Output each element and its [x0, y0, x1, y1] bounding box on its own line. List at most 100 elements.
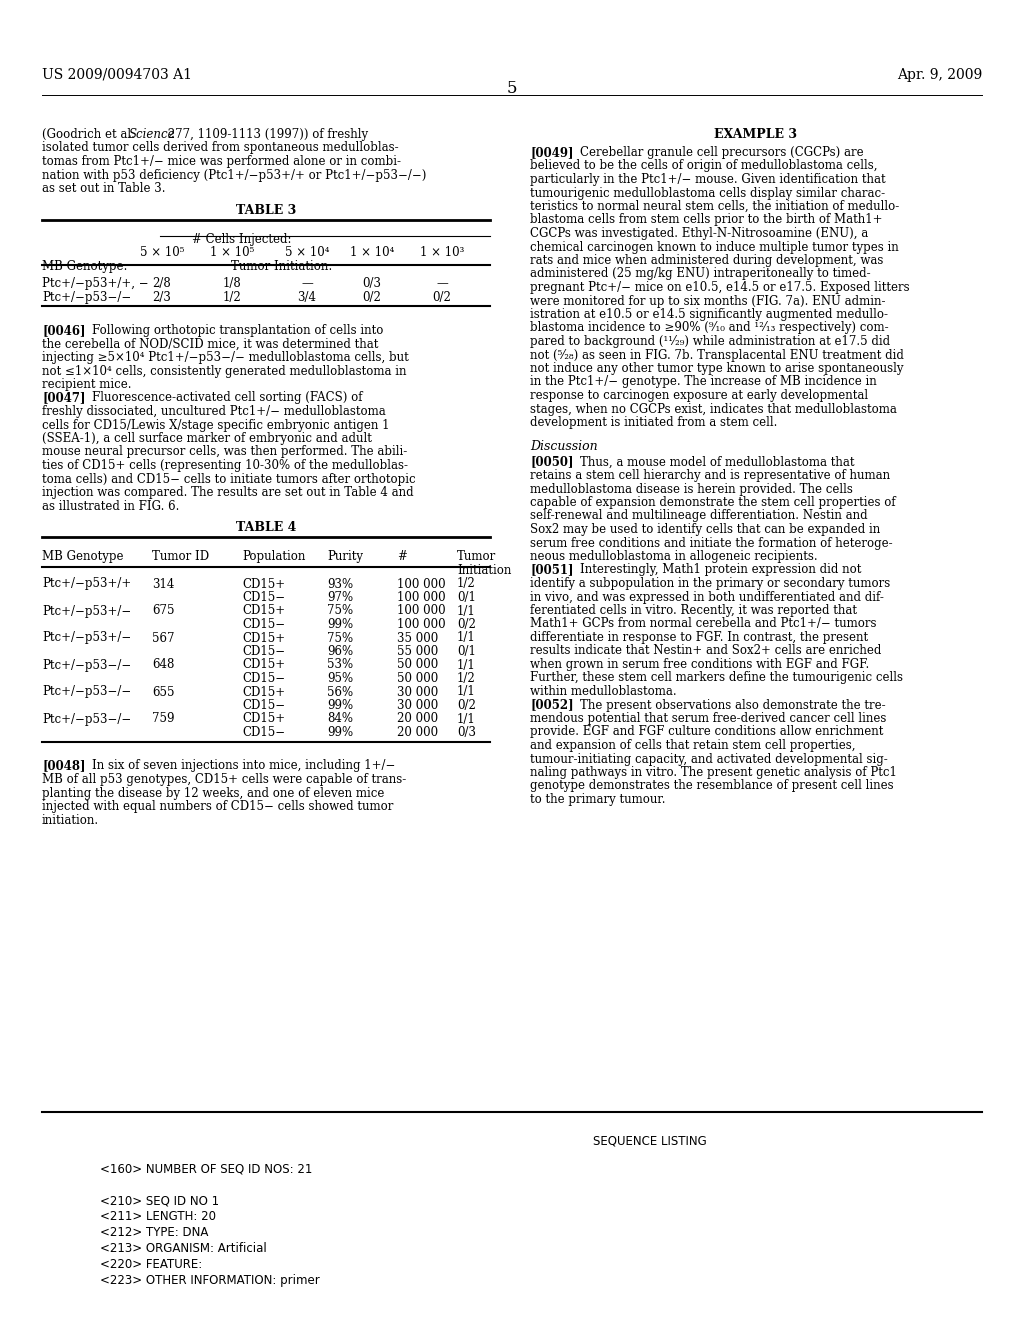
Text: CD15−: CD15−	[242, 591, 285, 605]
Text: 675: 675	[152, 605, 174, 618]
Text: 99%: 99%	[327, 618, 353, 631]
Text: <223> OTHER INFORMATION: primer: <223> OTHER INFORMATION: primer	[100, 1274, 319, 1287]
Text: 0/1: 0/1	[457, 645, 476, 657]
Text: not (⁵⁄₂₈) as seen in FIG. 7b. Transplacental ENU treatment did: not (⁵⁄₂₈) as seen in FIG. 7b. Transplac…	[530, 348, 904, 362]
Text: Interestingly, Math1 protein expression did not: Interestingly, Math1 protein expression …	[580, 564, 861, 577]
Text: 100 000: 100 000	[397, 618, 445, 631]
Text: 5: 5	[507, 81, 517, 96]
Text: [0052]: [0052]	[530, 698, 573, 711]
Text: 2/8: 2/8	[153, 277, 171, 290]
Text: stages, when no CGCPs exist, indicates that medulloblastoma: stages, when no CGCPs exist, indicates t…	[530, 403, 897, 416]
Text: within medulloblastoma.: within medulloblastoma.	[530, 685, 677, 698]
Text: 84%: 84%	[327, 713, 353, 726]
Text: naling pathways in vitro. The present genetic analysis of Ptc1: naling pathways in vitro. The present ge…	[530, 766, 897, 779]
Text: MB of all p53 genotypes, CD15+ cells were capable of trans-: MB of all p53 genotypes, CD15+ cells wer…	[42, 774, 407, 785]
Text: 1 × 10⁴: 1 × 10⁴	[350, 247, 394, 260]
Text: Population: Population	[242, 550, 305, 564]
Text: SEQUENCE LISTING: SEQUENCE LISTING	[593, 1134, 707, 1147]
Text: The present observations also demonstrate the tre-: The present observations also demonstrat…	[580, 698, 886, 711]
Text: genotype demonstrates the resemblance of present cell lines: genotype demonstrates the resemblance of…	[530, 780, 894, 792]
Text: CD15+: CD15+	[242, 605, 285, 618]
Text: 1/1: 1/1	[457, 605, 476, 618]
Text: <213> ORGANISM: Artificial: <213> ORGANISM: Artificial	[100, 1242, 266, 1255]
Text: pregnant Ptc+/− mice on e10.5, e14.5 or e17.5. Exposed litters: pregnant Ptc+/− mice on e10.5, e14.5 or …	[530, 281, 909, 294]
Text: CD15−: CD15−	[242, 700, 285, 711]
Text: 96%: 96%	[327, 645, 353, 657]
Text: istration at e10.5 or e14.5 significantly augmented medullo-: istration at e10.5 or e14.5 significantl…	[530, 308, 888, 321]
Text: In six of seven injections into mice, including 1+/−: In six of seven injections into mice, in…	[92, 759, 395, 772]
Text: 35 000: 35 000	[397, 631, 438, 644]
Text: 1/1: 1/1	[457, 685, 476, 698]
Text: Ptc+/−p53+/+, −: Ptc+/−p53+/+, −	[42, 277, 148, 290]
Text: Sox2 may be used to identify cells that can be expanded in: Sox2 may be used to identify cells that …	[530, 523, 881, 536]
Text: Ptc+/−p53+/−: Ptc+/−p53+/−	[42, 631, 131, 644]
Text: 1/1: 1/1	[457, 713, 476, 726]
Text: retains a stem cell hierarchy and is representative of human: retains a stem cell hierarchy and is rep…	[530, 469, 890, 482]
Text: 50 000: 50 000	[397, 659, 438, 672]
Text: Discussion: Discussion	[530, 440, 598, 453]
Text: Thus, a mouse model of medulloblastoma that: Thus, a mouse model of medulloblastoma t…	[580, 455, 854, 469]
Text: CD15+: CD15+	[242, 578, 285, 590]
Text: <220> FEATURE:: <220> FEATURE:	[100, 1258, 203, 1271]
Text: <211> LENGTH: 20: <211> LENGTH: 20	[100, 1210, 216, 1224]
Text: 1/2: 1/2	[457, 672, 476, 685]
Text: Ptc+/−p53−/−: Ptc+/−p53−/−	[42, 713, 131, 726]
Text: <210> SEQ ID NO 1: <210> SEQ ID NO 1	[100, 1195, 219, 1206]
Text: tomas from Ptc1+/− mice was performed alone or in combi-: tomas from Ptc1+/− mice was performed al…	[42, 154, 401, 168]
Text: response to carcinogen exposure at early developmental: response to carcinogen exposure at early…	[530, 389, 868, 403]
Text: CD15−: CD15−	[242, 645, 285, 657]
Text: 1/1: 1/1	[457, 659, 476, 672]
Text: 75%: 75%	[327, 631, 353, 644]
Text: 1/8: 1/8	[222, 277, 242, 290]
Text: <212> TYPE: DNA: <212> TYPE: DNA	[100, 1226, 208, 1239]
Text: 30 000: 30 000	[397, 700, 438, 711]
Text: and expansion of cells that retain stem cell properties,: and expansion of cells that retain stem …	[530, 739, 855, 752]
Text: blastoma incidence to ≥90% (⁹⁄₁₀ and ¹²⁄₁₃ respectively) com-: blastoma incidence to ≥90% (⁹⁄₁₀ and ¹²⁄…	[530, 322, 889, 334]
Text: EXAMPLE 3: EXAMPLE 3	[715, 128, 798, 141]
Text: 0/1: 0/1	[457, 591, 476, 605]
Text: 655: 655	[152, 685, 174, 698]
Text: 93%: 93%	[327, 578, 353, 590]
Text: development is initiated from a stem cell.: development is initiated from a stem cel…	[530, 416, 777, 429]
Text: 0/3: 0/3	[457, 726, 476, 739]
Text: initiation.: initiation.	[42, 813, 99, 826]
Text: tumourigenic medulloblastoma cells display similar charac-: tumourigenic medulloblastoma cells displ…	[530, 186, 885, 199]
Text: Further, these stem cell markers define the tumourigenic cells: Further, these stem cell markers define …	[530, 672, 903, 685]
Text: Fluorescence-activated cell sorting (FACS) of: Fluorescence-activated cell sorting (FAC…	[92, 392, 362, 404]
Text: 100 000: 100 000	[397, 578, 445, 590]
Text: Science: Science	[129, 128, 175, 141]
Text: as set out in Table 3.: as set out in Table 3.	[42, 182, 166, 195]
Text: 75%: 75%	[327, 605, 353, 618]
Text: the cerebella of NOD/SCID mice, it was determined that: the cerebella of NOD/SCID mice, it was d…	[42, 338, 379, 351]
Text: Ptc+/−p53−/−: Ptc+/−p53−/−	[42, 290, 131, 304]
Text: 0/3: 0/3	[362, 277, 382, 290]
Text: Ptc+/−p53−/−: Ptc+/−p53−/−	[42, 685, 131, 698]
Text: administered (25 mg/kg ENU) intraperitoneally to timed-: administered (25 mg/kg ENU) intraperiton…	[530, 268, 870, 281]
Text: 20 000: 20 000	[397, 726, 438, 739]
Text: 5 × 10⁴: 5 × 10⁴	[285, 247, 330, 260]
Text: in vivo, and was expressed in both undifferentiated and dif-: in vivo, and was expressed in both undif…	[530, 590, 884, 603]
Text: [0050]: [0050]	[530, 455, 573, 469]
Text: (SSEA-1), a cell surface marker of embryonic and adult: (SSEA-1), a cell surface marker of embry…	[42, 432, 372, 445]
Text: 0/2: 0/2	[457, 700, 476, 711]
Text: CD15+: CD15+	[242, 659, 285, 672]
Text: believed to be the cells of origin of medulloblastoma cells,: believed to be the cells of origin of me…	[530, 160, 878, 173]
Text: rats and mice when administered during development, was: rats and mice when administered during d…	[530, 253, 884, 267]
Text: 3/4: 3/4	[298, 290, 316, 304]
Text: Tumor Initiation:: Tumor Initiation:	[231, 260, 333, 273]
Text: 99%: 99%	[327, 700, 353, 711]
Text: to the primary tumour.: to the primary tumour.	[530, 793, 666, 807]
Text: 95%: 95%	[327, 672, 353, 685]
Text: 1/2: 1/2	[222, 290, 242, 304]
Text: chemical carcinogen known to induce multiple tumor types in: chemical carcinogen known to induce mult…	[530, 240, 899, 253]
Text: Following orthotopic transplantation of cells into: Following orthotopic transplantation of …	[92, 323, 383, 337]
Text: 314: 314	[152, 578, 174, 590]
Text: particularly in the Ptc1+/− mouse. Given identification that: particularly in the Ptc1+/− mouse. Given…	[530, 173, 886, 186]
Text: 1/2: 1/2	[457, 578, 476, 590]
Text: 1/1: 1/1	[457, 631, 476, 644]
Text: when grown in serum free conditions with EGF and FGF.: when grown in serum free conditions with…	[530, 657, 869, 671]
Text: tumour-initiating capacity, and activated developmental sig-: tumour-initiating capacity, and activate…	[530, 752, 888, 766]
Text: identify a subpopulation in the primary or secondary tumors: identify a subpopulation in the primary …	[530, 577, 890, 590]
Text: #: #	[397, 550, 407, 564]
Text: 100 000: 100 000	[397, 605, 445, 618]
